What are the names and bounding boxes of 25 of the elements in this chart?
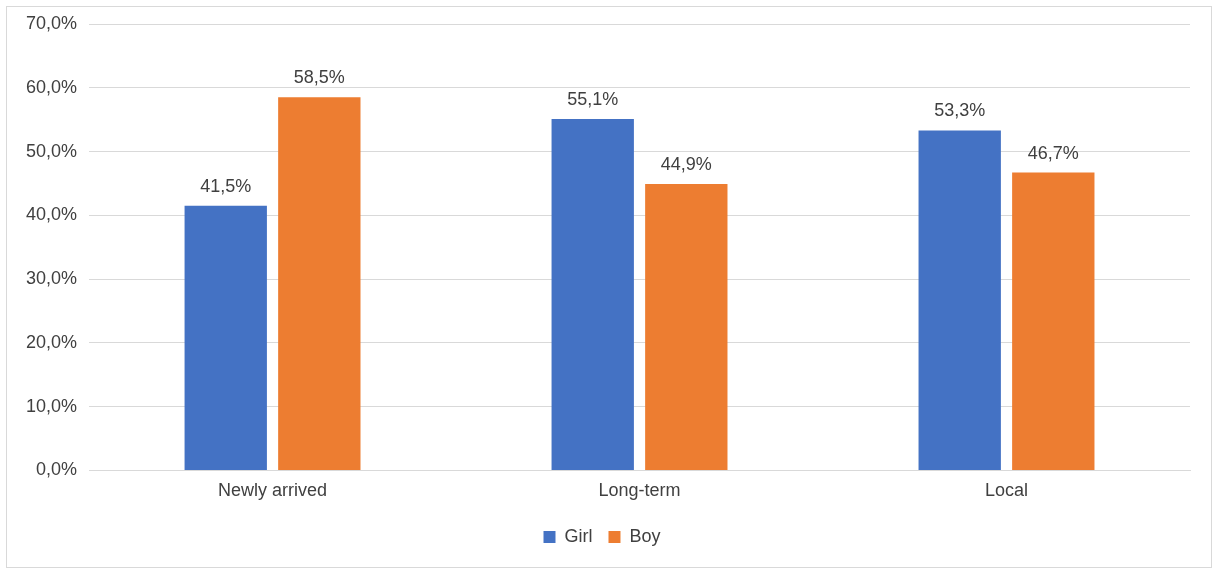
y-tick-label: 10,0% — [25, 395, 78, 416]
data-label: 46,7% — [1027, 142, 1079, 163]
x-tick-label: Newly arrived — [218, 480, 328, 501]
y-tick-label: 70,0% — [25, 12, 78, 33]
bar — [645, 184, 728, 470]
data-label: 55,1% — [567, 88, 619, 109]
data-label: 41,5% — [200, 175, 252, 196]
y-tick-label: 40,0% — [25, 204, 78, 225]
data-label: 44,9% — [660, 154, 712, 175]
data-label: 53,3% — [934, 100, 986, 121]
y-tick-label: 20,0% — [25, 331, 78, 352]
y-tick-label: 0,0% — [36, 459, 78, 480]
data-label: 58,5% — [293, 67, 345, 88]
y-tick-label: 60,0% — [25, 76, 78, 97]
legend-label: Boy — [629, 525, 661, 546]
y-tick-label: 50,0% — [25, 140, 78, 161]
x-tick-label: Long-term — [598, 480, 681, 501]
bar — [184, 205, 267, 470]
bar — [551, 119, 634, 470]
bar — [278, 97, 361, 470]
bar — [1012, 172, 1095, 470]
bar — [918, 130, 1001, 470]
legend-label: Girl — [564, 525, 593, 546]
x-tick-label: Local — [984, 480, 1029, 501]
y-tick-label: 30,0% — [25, 268, 78, 289]
